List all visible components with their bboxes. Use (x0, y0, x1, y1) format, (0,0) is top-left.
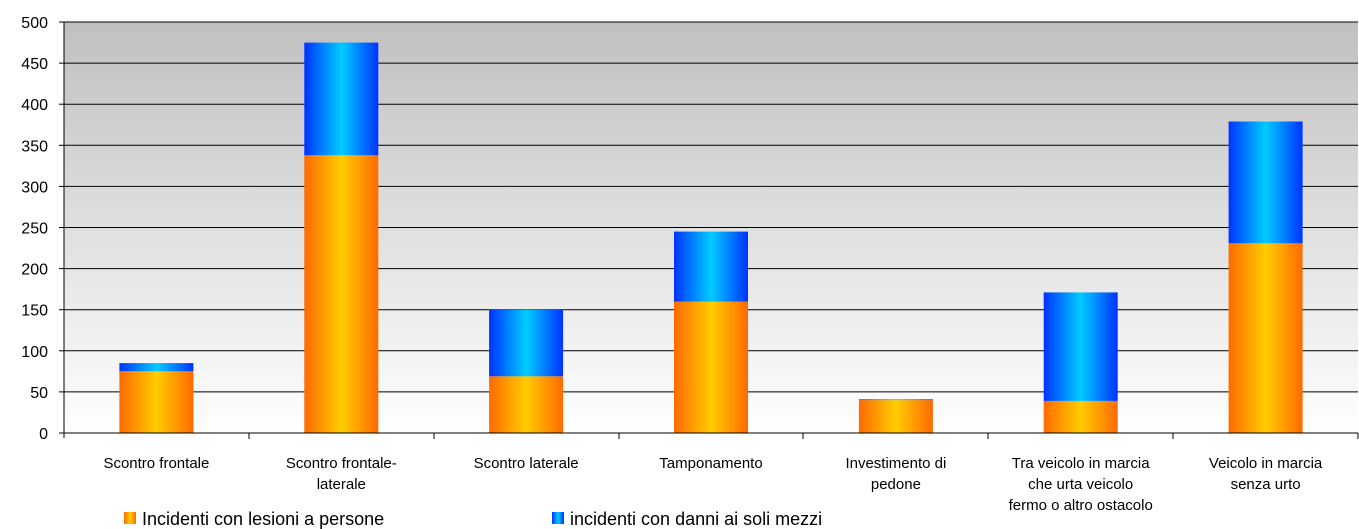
legend-label: Incidenti con lesioni a persone (142, 509, 384, 529)
bar-segment-danni (119, 363, 194, 372)
legend-label: incidenti con danni ai soli mezzi (570, 509, 822, 529)
y-tick-label: 50 (30, 385, 48, 402)
bar-segment-lesioni (674, 301, 748, 433)
bar-segment-danni (1043, 292, 1118, 401)
y-tick-label: 150 (21, 303, 48, 320)
bar-segment-lesioni (489, 376, 564, 433)
bar-segment-lesioni (119, 371, 194, 433)
x-category-label: che urta veicolo (1028, 476, 1133, 493)
y-tick-label: 450 (21, 56, 48, 73)
y-axis-tick-labels: 0 50 100 150 200 250 300 350 400 450 500 (21, 15, 48, 443)
bars (119, 42, 1303, 433)
x-category-label: Scontro frontale- (286, 455, 397, 472)
bar-segment-lesioni (304, 155, 379, 433)
bar-segment-lesioni (1043, 400, 1118, 433)
bar-segment-danni (674, 231, 748, 302)
y-tick-label: 100 (21, 344, 48, 361)
bar-segment-danni (489, 309, 564, 377)
x-category-label: Scontro frontale (103, 455, 209, 472)
legend-swatch (124, 512, 136, 524)
axes (59, 21, 1359, 439)
x-category-label: Scontro laterale (474, 455, 579, 472)
bar-segment-lesioni (858, 400, 933, 433)
x-category-label: Tra veicolo in marcia (1012, 455, 1150, 472)
y-tick-label: 0 (39, 426, 48, 443)
x-category-label: Veicolo in marcia (1209, 455, 1323, 472)
y-tick-label: 250 (21, 221, 48, 238)
legend: Incidenti con lesioni a persone incidenti… (124, 509, 822, 529)
y-tick-label: 350 (21, 138, 48, 155)
y-tick-label: 400 (21, 97, 48, 114)
y-tick-label: 500 (21, 15, 48, 32)
x-axis-category-labels: Scontro frontale Scontro frontale-lateral… (103, 455, 1323, 514)
x-category-label: pedone (871, 476, 921, 493)
bar-segment-danni (858, 399, 933, 401)
bar-segment-danni (1228, 121, 1303, 244)
x-category-label: Investimento di (845, 455, 946, 472)
y-tick-label: 200 (21, 262, 48, 279)
x-category-label: laterale (317, 476, 366, 493)
x-category-label: fermo o altro ostacolo (1009, 497, 1153, 514)
bar-segment-lesioni (1228, 243, 1303, 433)
x-category-label: senza urto (1231, 476, 1301, 493)
bar-segment-danni (304, 42, 379, 156)
y-tick-label: 300 (21, 179, 48, 196)
legend-swatch (552, 512, 564, 524)
x-category-label: Tamponamento (659, 455, 762, 472)
